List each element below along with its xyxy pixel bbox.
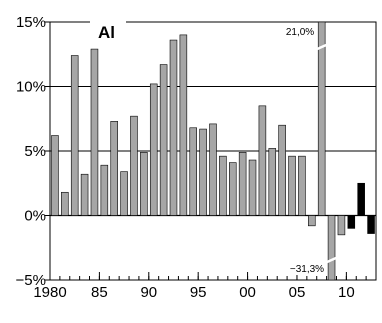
bar-break-mark [326,256,337,264]
annotation-backdrop [288,262,327,275]
bar-1983 [80,173,89,216]
x-tick-label: 1980 [33,284,66,301]
x-tick-label: 95 [190,284,207,301]
bar-2010 [347,215,356,229]
value-annotation: 21,0% [286,27,314,38]
bar-1992 [169,39,178,216]
bar-2005 [298,155,306,216]
bar-2002 [268,148,277,216]
bar-2001 [258,105,267,216]
bar-1995 [199,128,207,216]
y-tick-label: 0% [24,208,46,225]
x-tick-label: 10 [338,284,355,301]
chart-title: Al [98,23,115,42]
bar-break-mark [316,43,327,51]
bar-2007 [317,21,326,216]
annotations: 21,0% −31,3% [284,25,337,275]
bar-2004 [288,155,296,216]
x-tick-label: 85 [91,284,108,301]
bar-2006 [308,215,316,227]
bar-2012 [367,215,375,234]
value-annotation: −31,3% [290,264,324,275]
y-tick-label: 15% [16,14,46,31]
bar-1999 [238,151,247,216]
bar-1985 [100,164,109,216]
x-tick-label: 90 [140,284,157,301]
bar-1990 [149,83,158,216]
bar-1988 [130,115,138,216]
bar-1984 [90,48,99,216]
y-tick-label: 5% [24,143,46,160]
axes: 15% 10% 5% 0% −5%1980 85 90 95 00 05 10 [16,14,377,301]
bar-1997 [219,155,227,216]
bars [51,21,375,281]
bar-1981 [61,191,69,216]
y-tick-label: −5% [16,272,46,289]
bar-2011 [357,182,365,216]
bar-1996 [209,123,217,216]
bar-1998 [229,162,237,216]
bar-1982 [70,55,79,216]
annotation-backdrop [284,25,317,38]
bar-1986 [110,121,118,216]
x-tick-label: 05 [289,284,306,301]
bar-2003 [278,124,286,216]
bar-1989 [140,151,148,216]
title-backdrop [90,18,126,46]
x-tick-label: 00 [239,284,256,301]
bar-1993 [179,34,188,216]
y-tick-label: 10% [16,79,46,96]
bar-1991 [159,64,168,216]
bar-1980 [51,135,59,216]
bar-2000 [248,159,257,216]
bar-2008 [327,215,336,281]
bar-1994 [189,127,197,216]
bar-1987 [120,171,128,216]
bar-2009 [337,215,346,236]
